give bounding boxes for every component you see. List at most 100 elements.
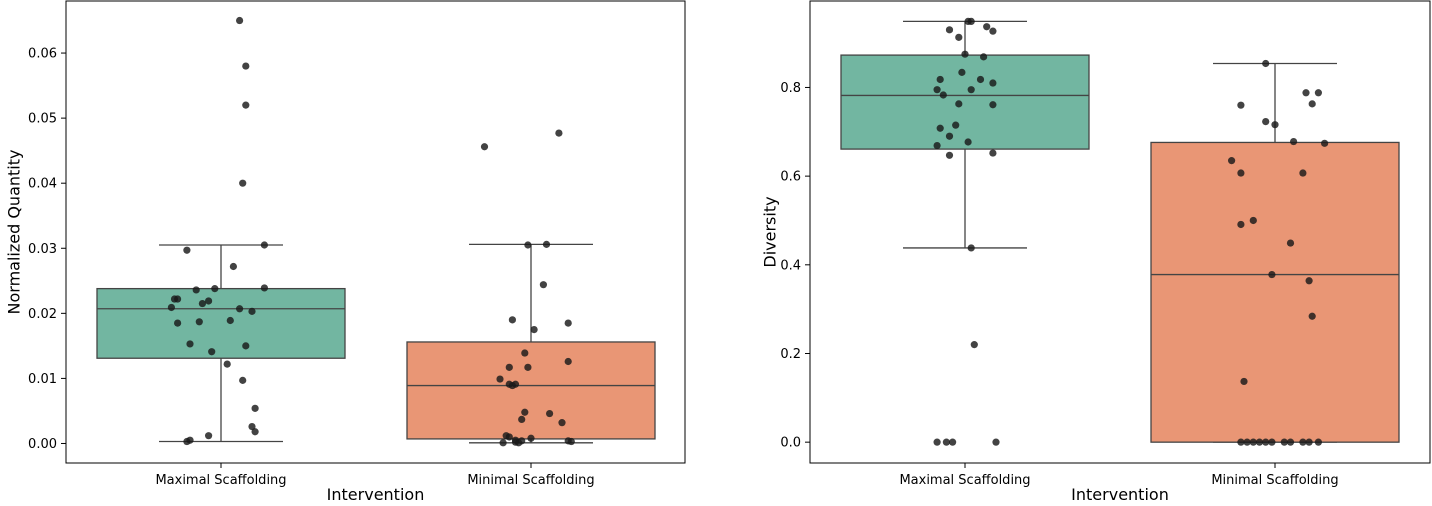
- data-point: [1255, 438, 1264, 446]
- data-point: [236, 305, 244, 313]
- data-point: [239, 376, 247, 384]
- data-point: [251, 404, 259, 412]
- data-point: [1237, 438, 1245, 446]
- data-point: [945, 132, 954, 140]
- points-1: [480, 129, 575, 447]
- data-point: [524, 241, 532, 249]
- box-1: [1150, 62, 1400, 443]
- data-point: [226, 316, 234, 325]
- data-point: [989, 149, 997, 157]
- y-tick-label: 0.01: [28, 372, 57, 387]
- data-point: [945, 26, 954, 34]
- plot-frame: [809, 0, 1431, 464]
- data-point: [983, 23, 991, 31]
- data-point: [1321, 139, 1329, 147]
- data-point: [1305, 438, 1313, 446]
- y-tick-label: 0.06: [28, 47, 57, 62]
- data-point: [521, 408, 529, 416]
- data-point: [964, 138, 972, 146]
- data-point: [539, 281, 548, 289]
- x-tick-label: Maximal Scaffolding: [155, 473, 286, 488]
- data-point: [1228, 157, 1236, 165]
- data-point: [989, 27, 997, 35]
- data-point: [542, 240, 551, 248]
- data-point: [236, 16, 244, 25]
- data-point: [1268, 270, 1276, 279]
- data-point: [1240, 377, 1248, 386]
- data-point: [223, 360, 231, 368]
- data-point: [208, 348, 216, 356]
- data-point: [260, 241, 268, 249]
- data-point: [939, 91, 947, 99]
- data-point: [936, 75, 944, 84]
- y-tick-label: 0.6: [780, 170, 801, 185]
- data-point: [1302, 89, 1310, 97]
- data-point: [564, 319, 572, 327]
- data-point: [955, 33, 963, 41]
- data-point: [198, 299, 206, 308]
- data-point: [521, 349, 529, 357]
- data-point: [980, 53, 988, 61]
- data-point: [508, 381, 516, 390]
- data-point: [251, 428, 259, 436]
- y-tick-label: 0.04: [28, 177, 57, 192]
- data-point: [505, 433, 513, 441]
- data-point: [1237, 220, 1245, 229]
- points-0: [933, 17, 1000, 446]
- data-point: [530, 326, 538, 334]
- data-point: [183, 246, 191, 254]
- data-point: [527, 434, 535, 442]
- data-point: [1271, 121, 1279, 129]
- data-point: [1262, 117, 1270, 126]
- data-point: [174, 319, 182, 327]
- data-point: [955, 100, 963, 108]
- data-point: [564, 357, 572, 366]
- y-tick-label: 0.8: [780, 81, 801, 96]
- data-point: [248, 422, 256, 431]
- box-body: [406, 341, 656, 440]
- data-point: [958, 68, 966, 76]
- data-point: [1299, 438, 1307, 446]
- chart-normalized-quantity: 0.00 0.01 0.02 0.03 0.04 0.05 0.06 Maximal Scaf…: [5, 0, 686, 504]
- box-1: [406, 243, 656, 444]
- data-point: [1249, 438, 1257, 446]
- y-tick-label: 0.00: [28, 437, 57, 452]
- data-point: [242, 62, 250, 70]
- data-point: [936, 124, 944, 132]
- box-body: [96, 287, 346, 359]
- data-point: [992, 438, 1000, 446]
- data-point: [1305, 277, 1313, 285]
- data-point: [1286, 438, 1295, 446]
- data-point: [248, 307, 256, 315]
- data-point: [949, 438, 957, 446]
- data-point: [524, 363, 532, 371]
- data-point: [961, 50, 969, 58]
- y-tick-label: 0.4: [780, 258, 801, 273]
- data-point: [1314, 89, 1322, 97]
- data-point: [1262, 59, 1270, 68]
- box-body: [1150, 141, 1400, 443]
- data-point: [1299, 169, 1307, 177]
- data-point: [1280, 438, 1288, 446]
- data-point: [933, 86, 941, 94]
- data-point: [1249, 216, 1257, 225]
- data-point: [229, 262, 237, 271]
- data-point: [1286, 239, 1295, 247]
- x-tick-label: Minimal Scaffolding: [467, 473, 594, 488]
- y-axis-label: Normalized Quantity: [5, 150, 24, 315]
- data-point: [945, 151, 954, 159]
- data-point: [1268, 438, 1276, 446]
- plot-frame: [65, 0, 686, 464]
- x-tick-label: Minimal Scaffolding: [1211, 473, 1338, 488]
- y-tick-label: 0.03: [28, 242, 57, 257]
- data-point: [1262, 438, 1270, 446]
- data-point: [496, 375, 504, 383]
- data-point: [976, 75, 985, 84]
- data-point: [989, 101, 997, 109]
- data-point: [952, 121, 960, 129]
- data-point: [546, 409, 554, 418]
- data-point: [933, 141, 941, 150]
- y-tick-label: 0.2: [780, 347, 801, 362]
- data-point: [183, 437, 191, 446]
- data-point: [239, 179, 247, 187]
